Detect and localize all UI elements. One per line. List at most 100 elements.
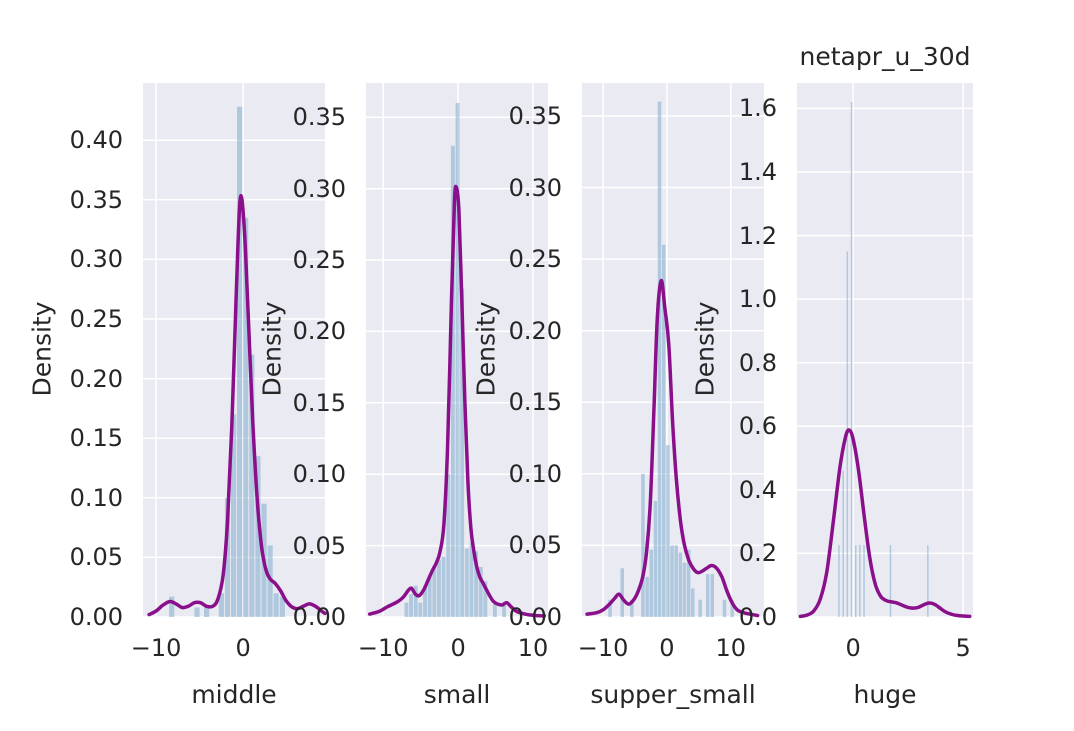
- x-tick-label: 0: [845, 634, 861, 662]
- histogram-bar: [706, 574, 710, 617]
- histogram-bar: [204, 607, 210, 617]
- kde-curve: [798, 428, 972, 619]
- histogram-bar: [404, 602, 409, 617]
- kde-curve: [147, 193, 327, 617]
- y-tick-label: 0.10: [69, 483, 123, 512]
- histogram-bar: [863, 545, 865, 617]
- histogram-bar: [218, 593, 224, 617]
- y-tick-label: 0.35: [292, 103, 346, 132]
- subplot-small: [366, 83, 548, 618]
- histogram-bar: [645, 576, 649, 617]
- histogram-bar: [630, 599, 634, 617]
- y-tick-label: 0.00: [292, 603, 346, 631]
- histogram-bar: [224, 497, 231, 617]
- x-tick-label: 5: [955, 634, 971, 662]
- histogram-bar: [237, 106, 243, 618]
- kde-curve: [367, 184, 547, 618]
- histogram-bar: [409, 594, 413, 617]
- plot-background: [797, 83, 973, 617]
- histogram-bar: [670, 545, 674, 617]
- subplot-huge: [797, 83, 973, 619]
- histogram-bar: [169, 596, 175, 617]
- x-axis-label: supper_small: [590, 680, 756, 709]
- histogram-bar: [279, 596, 285, 617]
- histogram-bar: [249, 354, 255, 617]
- histogram-bar: [678, 552, 683, 617]
- histogram-bar: [441, 557, 446, 617]
- histogram-bar: [710, 574, 714, 617]
- histogram-bar: [418, 602, 423, 617]
- y-tick-label: 0.15: [508, 388, 562, 417]
- histogram-bar: [423, 585, 427, 617]
- y-axis-label: Density: [27, 301, 57, 397]
- chart-title: netapr_u_30d: [799, 42, 971, 71]
- histogram-bar: [446, 474, 451, 617]
- histogram-bar: [255, 456, 261, 617]
- histogram-bar: [502, 605, 507, 617]
- y-tick-label: 1.0: [738, 285, 777, 314]
- y-tick-label: 0.30: [508, 173, 562, 202]
- histogram-bar: [427, 575, 432, 617]
- y-tick-label: 0.10: [292, 460, 346, 489]
- histogram-bar: [649, 549, 653, 617]
- histogram-bar: [842, 470, 844, 617]
- x-tick-label: 10: [517, 634, 549, 662]
- y-tick-label: 0.25: [69, 305, 123, 333]
- histogram-bar: [682, 562, 687, 617]
- x-tick-label: 0: [659, 634, 675, 662]
- x-tick-label: 0: [450, 634, 466, 662]
- y-tick-label: 1.4: [738, 158, 777, 186]
- y-tick-label: 0.30: [292, 174, 346, 203]
- subplot-supper_small: [582, 83, 764, 618]
- y-tick-label: 0.2: [738, 539, 777, 568]
- x-tick-label: −10: [357, 634, 409, 662]
- histogram-bar: [691, 588, 695, 617]
- x-tick-label: −10: [577, 634, 629, 662]
- y-tick-label: 0.05: [69, 543, 123, 572]
- y-tick-label: 0.0: [738, 603, 777, 631]
- x-tick-label: 10: [715, 634, 747, 662]
- histogram-bar: [859, 545, 861, 617]
- histogram-bar: [243, 217, 249, 617]
- y-tick-label: 0.15: [69, 424, 123, 453]
- y-tick-label: 0.00: [69, 603, 123, 631]
- histogram-bar: [460, 288, 465, 617]
- y-tick-label: 0.4: [738, 475, 777, 504]
- histogram-bar: [608, 599, 612, 617]
- histogram-bar: [927, 545, 929, 617]
- y-tick-label: 0.35: [69, 185, 123, 214]
- histogram-bar: [855, 545, 857, 617]
- histogram-bar: [850, 102, 853, 618]
- x-axis-label: huge: [853, 680, 917, 709]
- y-tick-label: 0.00: [508, 603, 562, 631]
- subplot-middle: [143, 83, 327, 618]
- histogram-bar: [413, 585, 418, 617]
- y-tick-label: 0.05: [508, 531, 562, 560]
- histogram-bar: [686, 549, 691, 617]
- y-tick-label: 0.8: [738, 348, 777, 377]
- histogram-bar: [657, 101, 662, 618]
- histogram-bar: [450, 145, 455, 618]
- histogram-bar: [432, 567, 437, 617]
- histogram-bar: [273, 593, 279, 617]
- y-tick-label: 0.25: [508, 245, 562, 274]
- y-tick-label: 0.10: [508, 459, 562, 488]
- histogram-bar: [653, 501, 658, 617]
- y-tick-label: 0.20: [508, 316, 562, 345]
- y-tick-label: 0.6: [738, 412, 777, 441]
- x-axis-label: middle: [191, 680, 277, 709]
- histogram-bar: [478, 567, 483, 617]
- histogram-bar: [231, 414, 237, 617]
- histogram-bar: [464, 548, 469, 617]
- y-tick-label: 0.30: [69, 245, 123, 274]
- x-axis-label: small: [423, 680, 491, 709]
- y-axis-label: Density: [690, 301, 720, 397]
- y-tick-label: 0.15: [292, 388, 346, 417]
- histogram-bar: [437, 559, 441, 617]
- histogram-bar: [641, 473, 645, 617]
- histogram-bar: [194, 607, 200, 617]
- histogram-bar: [469, 542, 474, 617]
- histogram-bar: [620, 568, 624, 617]
- y-tick-label: 0.40: [69, 126, 123, 155]
